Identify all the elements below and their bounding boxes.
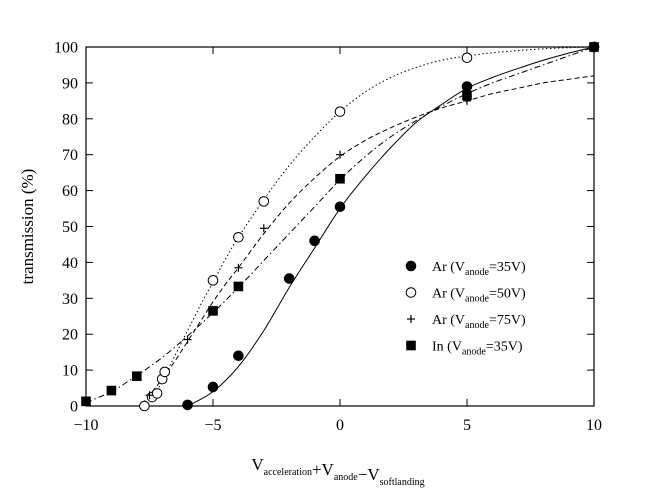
data-point-series-2 [258,196,270,207]
legend-marker [405,287,417,298]
legend-label: Ar (Vanode=35V) [432,260,526,278]
data-point-series-4 [589,42,599,52]
data-point-series-3 [145,391,154,400]
data-point-series-4 [208,306,218,316]
x-tick-label: −10 [73,417,98,434]
y-tick-label: 50 [62,219,78,236]
y-tick-label: 70 [62,147,78,164]
data-point-series-2 [207,275,219,286]
data-point-series-4 [462,90,472,101]
y-tick-label: 60 [62,183,78,200]
y-tick-label: 10 [62,363,78,380]
data-point-series-2 [461,52,473,64]
x-tick-label: −5 [204,417,221,434]
legend-label: In (Vanode=35V) [432,340,523,358]
data-point-series-2 [151,388,163,399]
legend-item: Ar (Vanode=75V) [407,313,526,331]
axis-ticks [85,46,595,407]
x-tick-label: 10 [586,417,602,434]
data-point-series-4 [132,371,142,382]
legend-marker [405,260,417,272]
data-point-series-1 [461,81,473,92]
y-tick-label: 0 [70,399,78,416]
data-point-series-2 [139,400,150,412]
x-tick-label: 0 [336,417,344,434]
data-point-series-3 [336,150,344,159]
data-point-series-1 [207,381,219,393]
data-point-series-4 [335,173,345,184]
data-point-series-1 [233,350,244,362]
legend-marker [406,340,416,351]
data-point-series-3 [234,263,243,272]
x-axis-label: Vacceleration+Vanode−Vsoftlanding [251,455,424,488]
y-axis-label: transmission (%) [18,169,37,285]
data-point-series-4 [81,396,91,407]
legend-label: Ar (Vanode=50V) [432,287,526,305]
legend-item: Ar (Vanode=35V) [405,260,526,278]
fit-curve-series-3 [141,75,595,405]
fit-curve-series-1 [187,46,595,407]
data-point-series-3 [183,335,192,344]
data-point-series-4 [106,385,117,396]
y-tick-label: 40 [62,255,78,272]
data-point-series-2 [233,231,244,243]
data-point-series-1 [334,201,346,213]
data-point-series-2 [159,366,171,378]
x-tick-label: 5 [463,417,471,434]
y-tick-label: 100 [54,40,78,57]
legend-marker [407,315,415,323]
data-point-series-4 [233,281,244,292]
data-markers [81,41,600,412]
y-tick-label: 20 [62,327,78,344]
y-tick-label: 80 [62,111,78,128]
legend-item: Ar (Vanode=50V) [405,287,526,305]
data-point-series-2 [334,106,346,117]
data-point-series-1 [283,273,295,284]
data-point-series-3 [259,224,268,233]
legend-item: In (Vanode=35V) [406,340,523,358]
data-point-series-1 [182,399,193,411]
y-tick-label: 30 [62,291,78,308]
fit-curve-series-2 [144,46,595,407]
data-point-series-1 [309,235,320,247]
y-tick-label: 90 [62,75,78,92]
legend-label: Ar (Vanode=75V) [432,313,526,331]
legend: Ar (Vanode=35V) Ar (Vanode=50V) Ar (Vanode… [405,260,526,358]
